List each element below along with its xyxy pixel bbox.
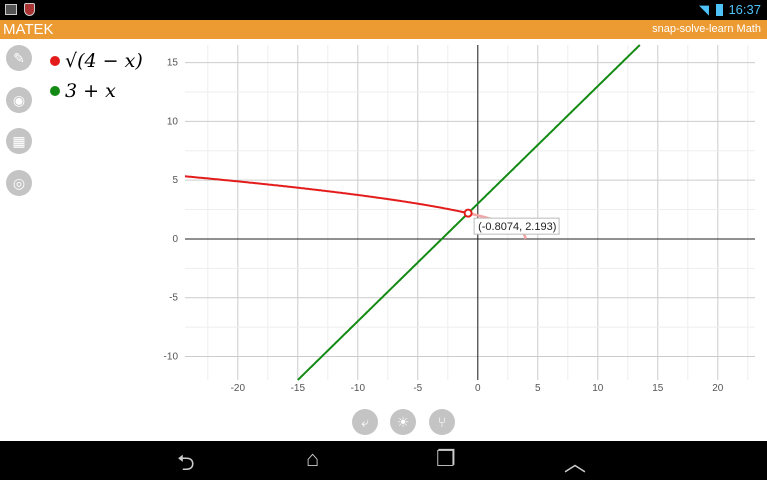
x-tick-label: 20 — [712, 383, 724, 394]
function-item-2[interactable]: 3 + x — [50, 80, 116, 102]
wifi-icon: ◥ — [699, 2, 709, 17]
pencil-button[interactable]: ✎ — [6, 45, 32, 71]
back-button[interactable]: ⮌ — [177, 450, 195, 475]
battery-icon — [716, 4, 723, 16]
function-color-dot — [50, 86, 60, 96]
share-button[interactable]: ⑂ — [429, 409, 455, 435]
app-header: MATEK snap-solve-learn Math — [0, 20, 767, 39]
undo-button[interactable]: ⤶ — [352, 409, 378, 435]
hint-button[interactable]: ☀ — [390, 409, 416, 435]
keyboard-button[interactable]: ▦ — [6, 128, 32, 154]
x-tick-label: 0 — [475, 383, 481, 394]
clock: 16:37 — [728, 2, 761, 17]
y-tick-label: 15 — [167, 58, 179, 69]
recents-button[interactable]: ❐ — [436, 446, 456, 471]
navigation-bar: ⮌ ⌂ ❐ ︿ — [0, 441, 767, 480]
keyboard-icon: ▦ — [12, 132, 26, 149]
settings-icon: ◎ — [12, 174, 26, 191]
y-tick-label: 10 — [167, 116, 179, 127]
image-notification-icon — [5, 4, 17, 15]
home-button[interactable]: ⌂ — [306, 446, 320, 471]
app-title: MATEK — [3, 21, 54, 38]
x-tick-label: -20 — [231, 383, 246, 394]
y-tick-label: 5 — [172, 175, 178, 186]
camera-button[interactable]: ◉ — [6, 87, 32, 113]
share-icon: ⑂ — [437, 414, 447, 430]
menu-button[interactable]: ︿ — [564, 451, 587, 476]
y-tick-label: -10 — [164, 351, 179, 362]
x-tick-label: -5 — [413, 383, 422, 394]
function-label: 3 + x — [65, 80, 116, 102]
lightbulb-icon: ☀ — [396, 413, 410, 430]
intersection-tooltip — [473, 217, 560, 235]
x-tick-label: 15 — [652, 383, 664, 394]
y-tick-label: -5 — [169, 293, 178, 304]
x-tick-label: -15 — [291, 383, 306, 394]
app-tagline: snap-solve-learn Math — [652, 23, 761, 35]
function-label: √(4 − x) — [65, 50, 143, 72]
function-color-dot — [50, 56, 60, 66]
function-item-1[interactable]: √(4 − x) — [50, 50, 143, 72]
x-tick-label: -10 — [351, 383, 366, 394]
intersection-label: (-0.8074, 2.193) — [478, 221, 556, 233]
settings-button[interactable]: ◎ — [6, 170, 32, 196]
x-tick-label: 10 — [592, 383, 604, 394]
status-bar: ◥ 16:37 — [0, 0, 767, 20]
graph-plot[interactable]: -20 -15 -10 -5 0 5 10 15 20 -10 -5 0 5 10 15 (-0.8074, … — [0, 0, 767, 441]
undo-icon: ⤶ — [361, 413, 369, 430]
shield-notification-icon — [24, 3, 35, 16]
x-tick-label: 5 — [535, 383, 541, 394]
y-tick-label: 0 — [172, 234, 178, 245]
pencil-icon: ✎ — [13, 49, 25, 66]
intersection-point — [463, 208, 473, 218]
camera-icon: ◉ — [12, 91, 26, 108]
